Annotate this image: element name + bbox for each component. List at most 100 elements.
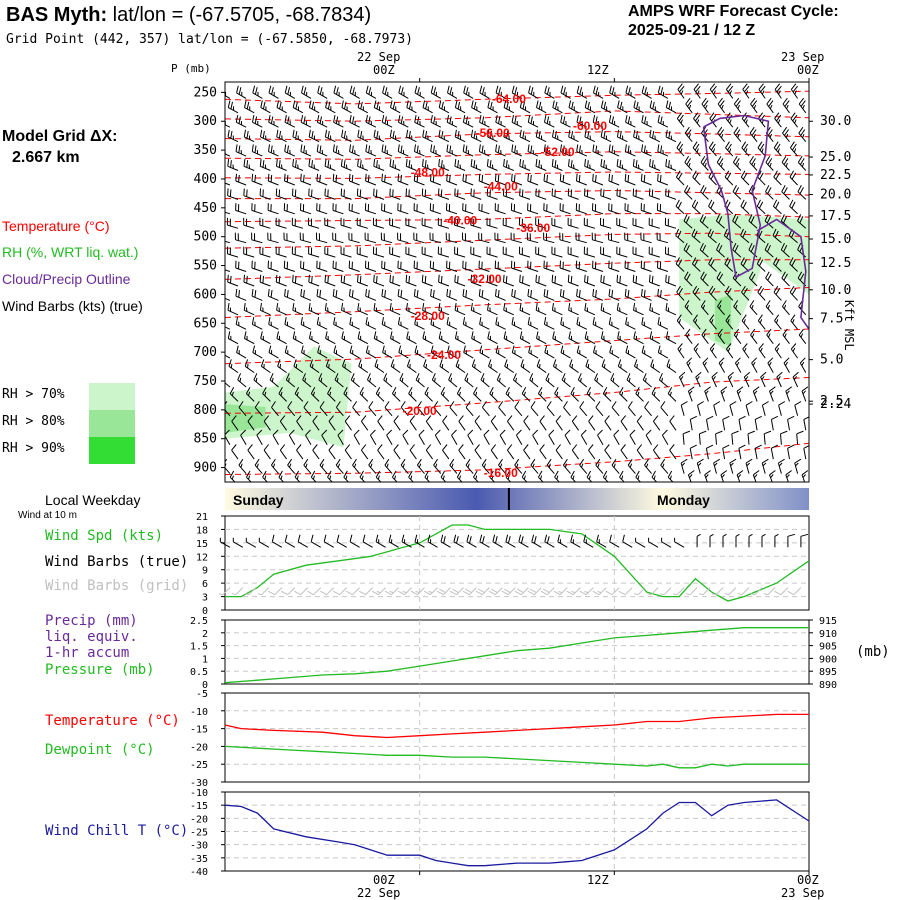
wind-barb — [413, 288, 425, 301]
wind-barb — [584, 129, 596, 143]
wind-barb — [308, 129, 320, 143]
wind-barb — [554, 470, 561, 482]
isotherm-label: -36.00 — [516, 221, 550, 235]
wind-barb — [519, 129, 531, 143]
kft-tick-label: 15.0 — [820, 232, 851, 247]
grid-wind-barb — [672, 587, 685, 596]
wind-barb — [602, 470, 609, 482]
wind-barb — [725, 343, 734, 359]
true-wind-barb — [557, 534, 568, 548]
wind-barb — [318, 373, 328, 388]
wind-barb — [543, 203, 555, 215]
wind-barb — [551, 246, 563, 258]
wind-barb — [309, 359, 320, 374]
wind-barb — [324, 159, 336, 171]
wind-barb — [262, 387, 271, 402]
wind-barb — [389, 303, 401, 316]
weekday-bar — [225, 488, 809, 510]
wind-barb — [446, 317, 458, 330]
wind-barb — [406, 331, 417, 345]
wind-barb — [801, 470, 809, 482]
panel-y-tick-label: 9 — [202, 566, 208, 577]
wind-barb — [229, 470, 236, 482]
grid-wind-barb — [579, 587, 594, 596]
wind-barb — [341, 303, 352, 316]
wind-barb — [495, 317, 506, 330]
wind-barb — [284, 288, 295, 301]
wind-barb — [765, 155, 774, 171]
wind-barb — [741, 285, 750, 301]
wind-barb — [591, 232, 604, 244]
legend-cloud: Cloud/Precip Outline — [2, 271, 131, 287]
wind-barb — [741, 314, 750, 330]
wind-barb — [657, 115, 669, 128]
wind-barb — [620, 415, 628, 431]
wind-barb — [544, 345, 555, 359]
wind-barb — [635, 387, 644, 402]
wind-barb — [676, 285, 685, 301]
bottom-tick-00z-right: 00Z — [797, 873, 819, 887]
wind-barb — [749, 126, 758, 143]
wind-barb — [226, 217, 239, 229]
wind-barb — [238, 458, 247, 474]
wind-barb — [479, 115, 490, 128]
wind-barb — [305, 429, 312, 445]
wind-barb — [456, 470, 463, 482]
panel-y-tick-label: -30 — [190, 778, 208, 789]
wind-barb — [766, 328, 774, 344]
wind-barb — [495, 288, 506, 301]
pressure-right-tick-label: 915 — [819, 616, 837, 627]
wind-barb — [619, 470, 625, 482]
wind-barb — [429, 260, 441, 272]
pressure-right-tick-label: 905 — [819, 642, 837, 653]
wind-barb — [408, 470, 415, 482]
rh-region — [719, 213, 809, 295]
y-axis-title: P (mb) — [171, 62, 211, 75]
panel-y-tick-label: -40 — [190, 867, 208, 878]
grid-wind-barb — [750, 587, 763, 596]
series-line — [225, 524, 810, 602]
panel-y-tick-label: 3 — [202, 593, 208, 604]
wind-barb — [567, 217, 579, 229]
wind-barb — [741, 141, 750, 157]
wind-barb — [704, 470, 711, 482]
kft-tick-label: 22.5 — [820, 168, 851, 183]
true-wind-barb — [245, 537, 257, 548]
wind-barb — [227, 303, 239, 316]
wind-barb — [489, 470, 496, 482]
wind-barb — [665, 159, 677, 171]
grid-wind-barb — [307, 587, 322, 596]
wind-barb — [414, 345, 425, 359]
wind-barb — [526, 232, 539, 244]
wind-barb — [373, 159, 385, 171]
wind-barb — [782, 328, 790, 344]
wind-barb — [568, 159, 579, 171]
wind-barb — [262, 470, 269, 482]
wind-barb — [691, 257, 701, 272]
panel-y-tick-label: -15 — [190, 801, 208, 812]
wind-barb — [408, 387, 417, 402]
wind-barb — [473, 387, 482, 402]
wind-barb — [301, 85, 312, 99]
wind-barb — [494, 173, 506, 186]
wind-barb — [227, 188, 239, 200]
wind-barb — [560, 144, 571, 157]
panel-y-tick-label: 2 — [202, 629, 208, 640]
wind-barb — [451, 429, 458, 445]
wind-barb — [287, 401, 296, 417]
wind-barb — [585, 359, 596, 374]
wind-barb — [506, 415, 515, 431]
wind-barb — [397, 288, 409, 301]
wind-barb — [774, 314, 782, 330]
wind-barb — [284, 345, 296, 359]
true-wind-barb — [661, 537, 672, 548]
wind-barb — [743, 371, 751, 388]
wind-barb — [260, 129, 271, 143]
wind-barb — [308, 100, 320, 114]
wind-barb — [316, 173, 328, 186]
wind-barb — [228, 359, 239, 374]
wind-barb — [256, 429, 263, 445]
isotherm-label: -28.00 — [411, 309, 445, 323]
wind-barb — [641, 85, 652, 99]
wind-barb — [447, 85, 458, 99]
